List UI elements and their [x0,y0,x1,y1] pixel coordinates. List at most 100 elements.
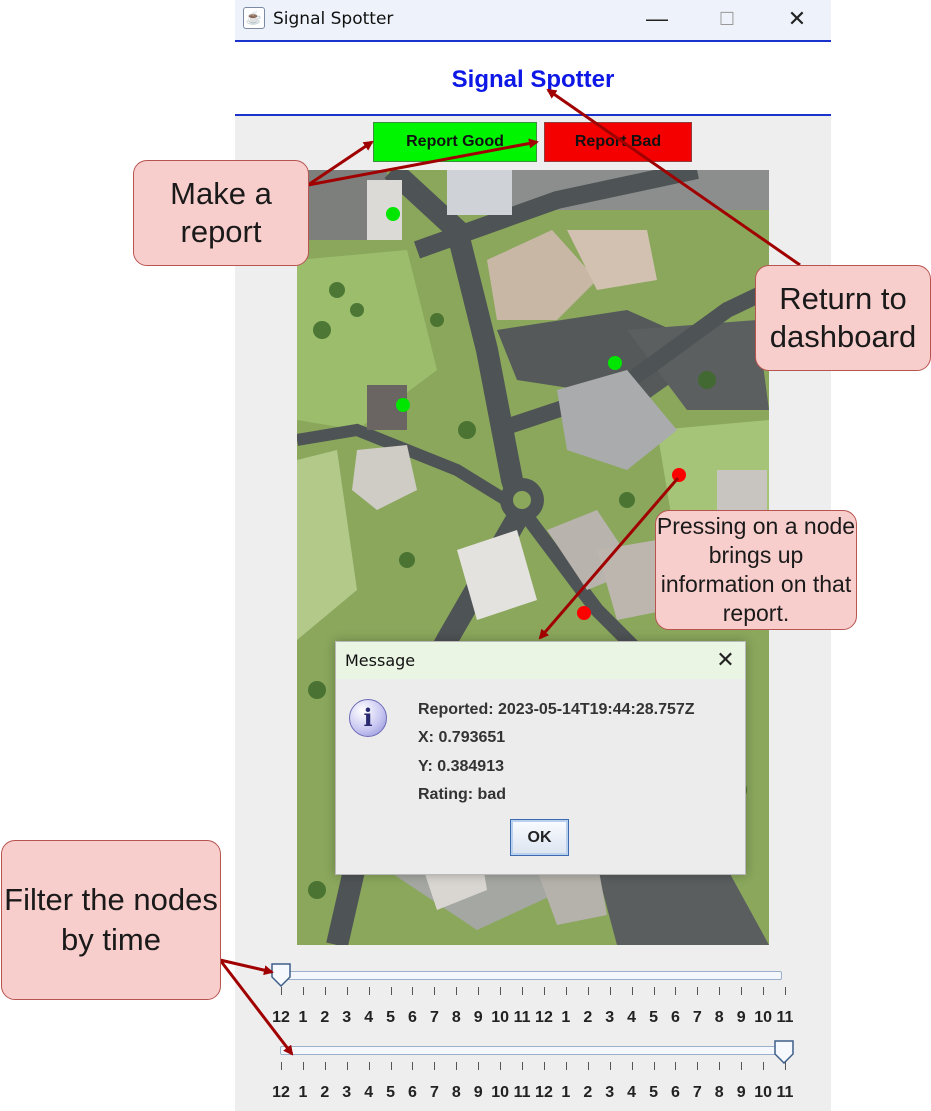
map-node-good[interactable] [396,398,410,412]
tick-label: 10 [491,1084,510,1101]
tick-label: 12 [272,1009,290,1026]
tick-mark [543,1062,545,1070]
dialog-close-button[interactable]: ✕ [716,647,735,672]
tick-mark [543,987,545,995]
tick-mark [631,1062,633,1070]
page-title[interactable]: Signal Spotter [451,66,615,93]
start-slider-ticks: 12 1 2 3 4 5 6 7 8 9 10 11 12 1 2 3 4 5 6 7 8 9 10 11 [269,985,797,1026]
tick-label: 2 [583,1009,593,1026]
tick-mark [565,1062,567,1070]
tick-mark [478,987,480,995]
tick-mark [346,987,348,995]
tick-mark [412,1062,414,1070]
tick-mark [456,987,458,995]
tick-label: 9 [736,1009,746,1026]
tick-label: 5 [386,1084,396,1101]
tick-label: 5 [649,1084,658,1101]
tick-mark [653,1062,655,1070]
tick-mark [675,1062,677,1070]
tick-mark [587,1062,589,1070]
tick-mark [697,987,699,995]
tick-label: 8 [714,1084,724,1101]
map-node-bad[interactable] [672,468,686,482]
dialog-title: Message [345,651,416,670]
header: Signal Spotter [235,42,831,116]
reported-timestamp: Reported: 2023-05-14T19:44:28.757Z [418,701,695,718]
end-time-slider-thumb[interactable] [774,1040,794,1064]
make-report-callout: Make a report [133,160,309,266]
tick-mark [281,987,282,995]
tick-label: 10 [754,1084,772,1101]
tick-mark [763,987,765,995]
tick-label: 11 [513,1084,531,1101]
tick-mark [412,987,414,995]
tick-label: 2 [320,1009,330,1026]
tick-label: 3 [605,1084,615,1101]
tick-mark [609,987,611,995]
tick-label: 2 [320,1084,330,1101]
tick-label: 11 [776,1084,794,1101]
end-slider-ticks: 12 1 2 3 4 5 6 7 8 9 10 11 12 1 2 3 4 5 6 7 8 9 10 11 [269,1060,797,1101]
tick-mark [631,987,633,995]
tick-mark [302,987,304,995]
tick-label: 1 [298,1084,308,1101]
window-title: Signal Spotter [273,9,394,29]
info-icon: i [349,699,387,737]
tick-mark [609,1062,611,1070]
tick-label: 7 [692,1084,702,1101]
tick-label: 11 [776,1009,794,1026]
tick-label: 4 [627,1084,637,1101]
tick-mark [456,1062,458,1070]
tick-label: 6 [670,1084,680,1101]
tick-mark [390,987,392,995]
report-rating: Rating: bad [418,786,506,803]
close-button[interactable]: ✕ [787,6,807,31]
tick-label: 4 [364,1084,374,1101]
filter-time-callout: Filter the nodes by time [1,840,221,1000]
tick-label: 3 [605,1009,615,1026]
tick-mark [302,1062,304,1070]
tick-mark [565,987,567,995]
window-titlebar: ☕ Signal Spotter — ☐ ✕ [235,0,831,42]
tick-mark [324,1062,326,1070]
map-node-bad[interactable] [577,606,591,620]
tick-mark [741,1062,743,1070]
report-x-value: X: 0.793651 [418,729,506,746]
tick-mark [434,1062,436,1070]
map-node-good[interactable] [386,207,400,221]
java-app-icon: ☕ [243,7,265,29]
minimize-button[interactable]: — [646,6,668,31]
tick-mark [697,1062,699,1070]
tick-mark [719,987,721,995]
tick-label: 2 [583,1084,593,1101]
report-bad-button[interactable]: Report Bad [544,122,692,162]
tick-label: 10 [491,1009,510,1026]
tick-label: 11 [513,1009,531,1026]
tick-mark [653,987,655,995]
tick-label: 1 [561,1009,571,1026]
tick-label: 7 [429,1009,439,1026]
tick-mark [719,1062,721,1070]
map-node-good[interactable] [608,356,622,370]
tick-label: 8 [451,1009,461,1026]
tick-label: 8 [451,1084,461,1101]
tick-mark [346,1062,348,1070]
tick-mark [478,1062,480,1070]
node-info-callout: Pressing on a node brings up information… [655,510,857,630]
report-good-button[interactable]: Report Good [373,122,537,162]
tick-label: 6 [408,1084,417,1101]
tick-mark [522,1062,524,1070]
maximize-button[interactable]: ☐ [718,9,736,29]
report-y-value: Y: 0.384913 [418,758,504,775]
tick-mark [675,987,677,995]
message-dialog: Message ✕ i Reported: 2023-05-14T19:44:2… [335,641,746,875]
ok-button[interactable]: OK [510,819,569,856]
tick-label: 9 [736,1084,746,1101]
tick-mark [500,1062,502,1070]
tick-label: 10 [754,1009,772,1026]
tick-mark [434,987,436,995]
tick-mark [368,1062,370,1070]
tick-label: 4 [627,1009,637,1026]
tick-label: 9 [473,1009,483,1026]
